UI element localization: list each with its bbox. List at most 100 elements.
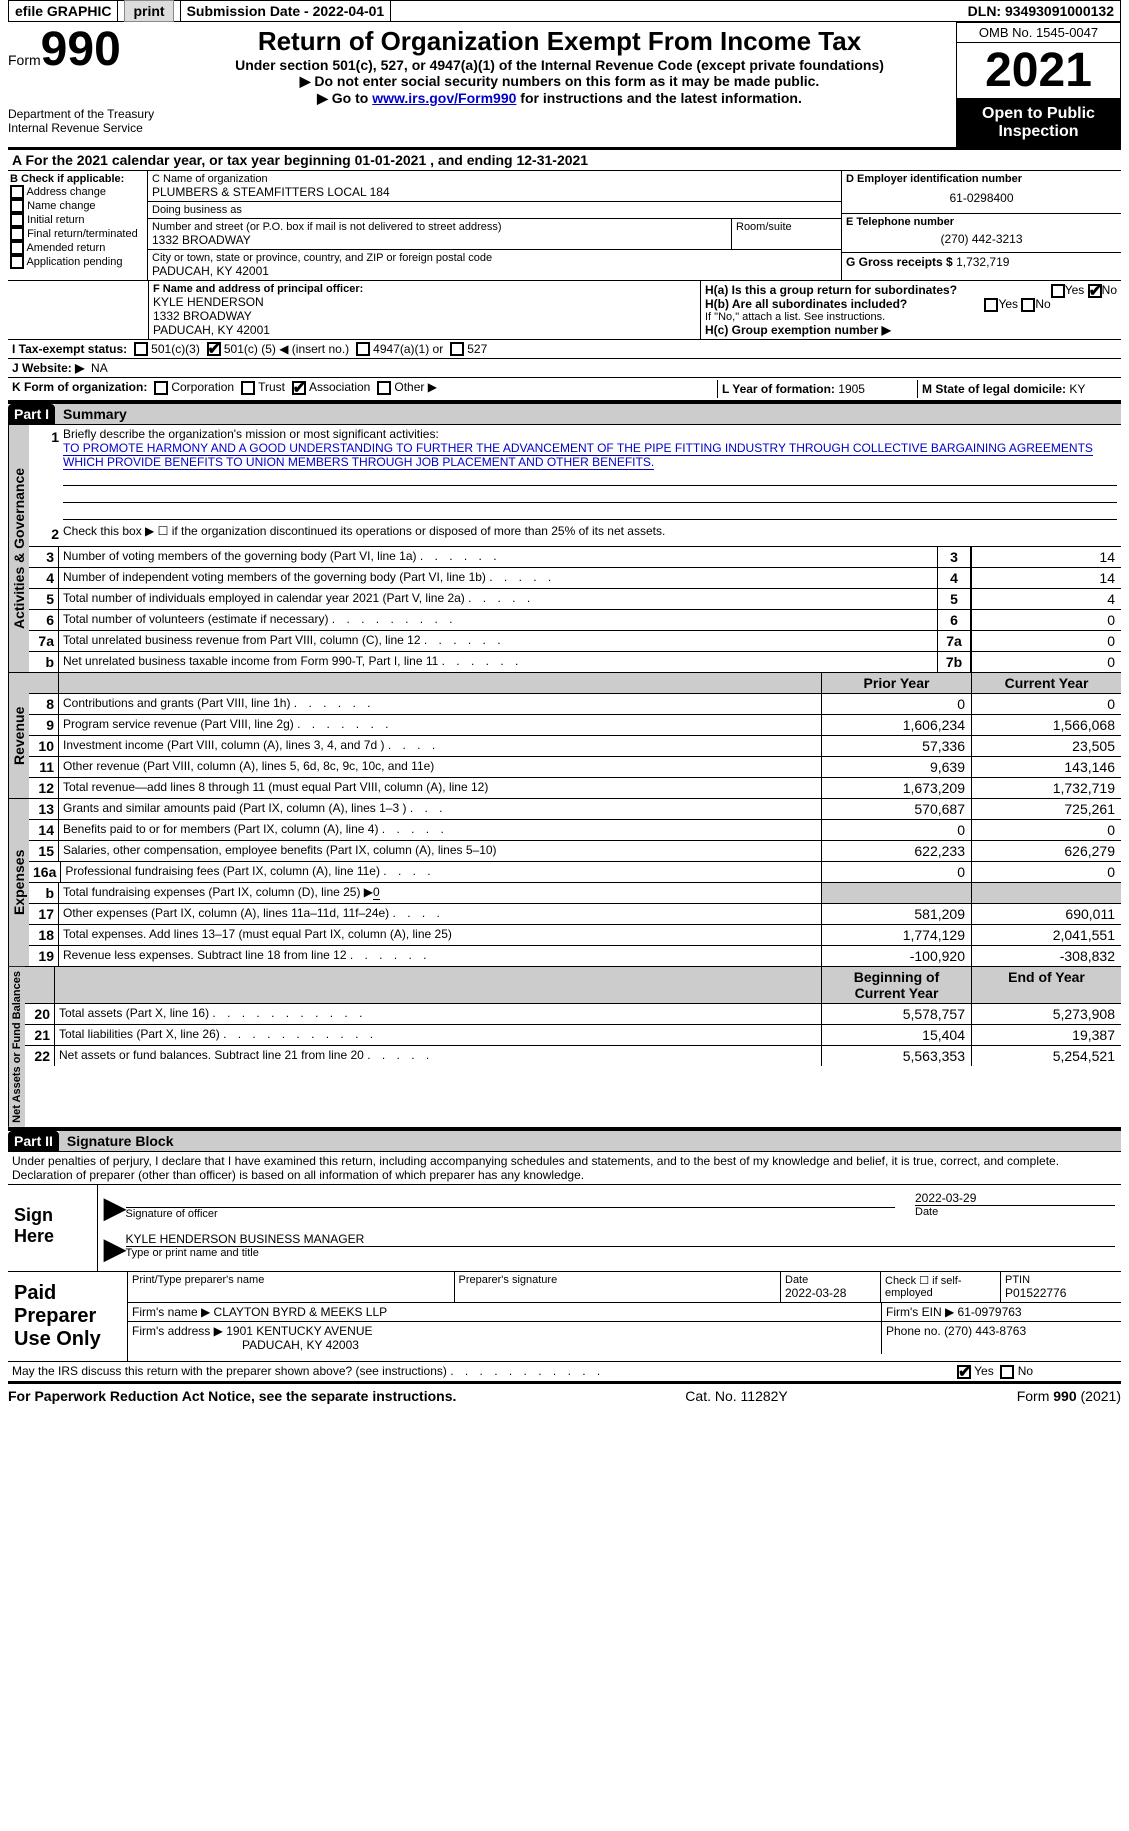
street-value: 1332 BROADWAY xyxy=(152,233,727,247)
cb-other[interactable] xyxy=(377,381,391,395)
city-value: PADUCAH, KY 42001 xyxy=(152,264,837,278)
l15-label: Salaries, other compensation, employee b… xyxy=(63,843,497,857)
side-revenue: Revenue xyxy=(8,673,29,798)
checkbox-app-pending[interactable] xyxy=(10,255,24,269)
opt-501c-n: 5 xyxy=(265,342,272,356)
l18-curr: 2,041,551 xyxy=(971,925,1121,945)
l17-label: Other expenses (Part IX, column (A), lin… xyxy=(63,906,389,920)
l10-prior: 57,336 xyxy=(821,736,971,756)
q2-text: Check this box ▶ ☐ if the organization d… xyxy=(63,524,1117,544)
ptin-value: P01522776 xyxy=(1005,1286,1117,1300)
q1-label: Briefly describe the organization's miss… xyxy=(63,427,1117,441)
footer-right-990: 990 xyxy=(1053,1388,1076,1404)
cb-501c[interactable] xyxy=(207,342,221,356)
typed-name: KYLE HENDERSON BUSINESS MANAGER xyxy=(126,1232,1115,1247)
hb-no[interactable] xyxy=(1021,298,1035,312)
l16b-val: 0 xyxy=(373,885,380,900)
part2-bar: Part II xyxy=(8,1131,59,1151)
cb-501c3[interactable] xyxy=(134,342,148,356)
l13-prior: 570,687 xyxy=(821,799,971,819)
footer-left: For Paperwork Reduction Act Notice, see … xyxy=(8,1388,456,1404)
cb-trust[interactable] xyxy=(241,381,255,395)
checkbox-amended[interactable] xyxy=(10,241,24,255)
opt-other: Other ▶ xyxy=(394,380,437,394)
mission-text: TO PROMOTE HARMONY AND A GOOD UNDERSTAND… xyxy=(63,441,1093,470)
no-label-2: No xyxy=(1035,297,1050,311)
discuss-text: May the IRS discuss this return with the… xyxy=(12,1364,447,1378)
form-subtitle-2: ▶ Do not enter social security numbers o… xyxy=(167,73,952,90)
l21-beg: 15,404 xyxy=(821,1025,971,1045)
officer-name: KYLE HENDERSON xyxy=(153,295,696,309)
opt-501c-b: ) ◀ (insert no.) xyxy=(272,342,349,356)
l7b-box: 7b xyxy=(937,652,971,672)
omb-number: OMB No. 1545-0047 xyxy=(956,22,1121,42)
firm-phone: (270) 443-8763 xyxy=(944,1324,1026,1338)
check-applicable: B Check if applicable: xyxy=(10,173,145,185)
l8-curr: 0 xyxy=(971,694,1121,714)
part2-title: Signature Block xyxy=(59,1131,1121,1151)
cb-527[interactable] xyxy=(450,342,464,356)
col-curr: Current Year xyxy=(971,673,1121,693)
l10-label: Investment income (Part VIII, column (A)… xyxy=(63,738,384,752)
footer-mid: Cat. No. 11282Y xyxy=(685,1388,787,1404)
yes-label: Yes xyxy=(1065,283,1085,297)
ha-no[interactable] xyxy=(1088,284,1102,298)
phone-value: (270) 442-3213 xyxy=(846,228,1117,250)
street-label: Number and street (or P.O. box if mail i… xyxy=(152,221,727,233)
l17-prior: 581,209 xyxy=(821,904,971,924)
l16a-curr: 0 xyxy=(971,862,1121,882)
cb-4947[interactable] xyxy=(356,342,370,356)
ha-yes[interactable] xyxy=(1051,284,1065,298)
l19-label: Revenue less expenses. Subtract line 18 … xyxy=(63,948,347,962)
l4-label: Number of independent voting members of … xyxy=(63,570,486,584)
l11-curr: 143,146 xyxy=(971,757,1121,777)
form-subtitle-1: Under section 501(c), 527, or 4947(a)(1)… xyxy=(167,57,952,73)
open-public-2: Inspection xyxy=(998,123,1078,140)
prep-date-label: Date xyxy=(785,1274,876,1286)
typed-label: Type or print name and title xyxy=(126,1247,1115,1259)
cb-corp[interactable] xyxy=(154,381,168,395)
irs-link[interactable]: www.irs.gov/Form990 xyxy=(372,90,516,106)
org-name: PLUMBERS & STEAMFITTERS LOCAL 184 xyxy=(152,185,837,199)
ptin-label: PTIN xyxy=(1005,1274,1117,1286)
l16a-prior: 0 xyxy=(821,862,971,882)
hb-yes[interactable] xyxy=(984,298,998,312)
checkbox-name-change[interactable] xyxy=(10,199,24,213)
period-end: 12-31-2021 xyxy=(516,152,588,168)
l7a-label: Total unrelated business revenue from Pa… xyxy=(63,633,421,647)
col-end: End of Year xyxy=(971,967,1121,1003)
self-emp-label: Check ☐ if self-employed xyxy=(885,1274,996,1299)
checkbox-initial-return[interactable] xyxy=(10,213,24,227)
opt-trust: Trust xyxy=(258,380,285,394)
l10-curr: 23,505 xyxy=(971,736,1121,756)
l16a-label: Professional fundraising fees (Part IX, … xyxy=(65,864,380,878)
l18-label: Total expenses. Add lines 13–17 (must eq… xyxy=(63,927,452,941)
discuss-no[interactable] xyxy=(1000,1365,1014,1379)
firm-addr2: PADUCAH, KY 42003 xyxy=(242,1338,359,1352)
discuss-yes[interactable] xyxy=(957,1365,971,1379)
l4-box: 4 xyxy=(937,568,971,588)
l21-end: 19,387 xyxy=(971,1025,1121,1045)
prep-name-label: Print/Type preparer's name xyxy=(132,1274,450,1286)
part1-bar: Part I xyxy=(8,404,55,424)
top-bar: efile GRAPHIC print Submission Date - 20… xyxy=(8,0,1121,22)
l16b-curr xyxy=(971,883,1121,903)
opt-4947: 4947(a)(1) or xyxy=(373,342,443,356)
checkbox-final-return[interactable] xyxy=(10,227,24,241)
opt-final-return: Final return/terminated xyxy=(27,228,138,240)
arrow-icon: ▶ xyxy=(104,1191,126,1224)
hb-label: H(b) Are all subordinates included? xyxy=(705,297,907,311)
period-line: A For the 2021 calendar year, or tax yea… xyxy=(8,150,1121,171)
discuss-no-label: No xyxy=(1018,1364,1033,1378)
ein-value: 61-0298400 xyxy=(846,185,1117,211)
print-button[interactable]: print xyxy=(124,0,173,22)
checkbox-address-change[interactable] xyxy=(10,185,24,199)
paid-preparer-title: Paid Preparer Use Only xyxy=(8,1272,128,1361)
room-label: Room/suite xyxy=(736,221,837,233)
cb-assoc[interactable] xyxy=(292,381,306,395)
opt-501c3: 501(c)(3) xyxy=(151,342,200,356)
side-activities: Activities & Governance xyxy=(8,425,29,672)
l14-label: Benefits paid to or for members (Part IX… xyxy=(63,822,378,836)
sig-officer-label: Signature of officer xyxy=(126,1208,895,1220)
firm-addr1: 1901 KENTUCKY AVENUE xyxy=(226,1324,372,1338)
